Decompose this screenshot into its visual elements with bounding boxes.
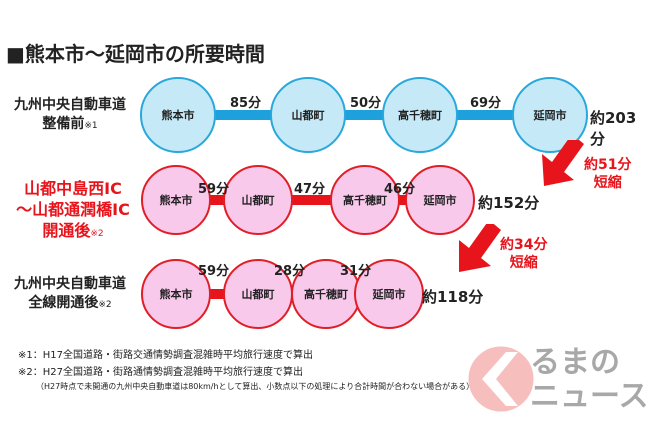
footnote-2: ※2：H27全国道路・街路通情勢調査混雑時平均旅行速度で算出 (18, 367, 303, 378)
label-line: 開通後※2 (42, 221, 104, 240)
total-time: 約118分 (422, 288, 484, 306)
segment-time: 47分 (294, 182, 326, 197)
station-node: 延岡市 (405, 165, 475, 235)
reduction-arrow-icon (459, 224, 501, 272)
label-line: 全線開通後※2 (28, 295, 112, 311)
station-node: 熊本市 (141, 259, 211, 329)
station-node: 山都町 (223, 259, 293, 329)
station-node: 熊本市 (141, 165, 211, 235)
station-node: 延岡市 (354, 259, 424, 329)
page-title: ■熊本市～延岡市の所要時間 (6, 42, 265, 66)
segment-time: 50分 (350, 96, 382, 111)
segment-time: 69分 (470, 96, 502, 111)
segment-time: 85分 (230, 96, 262, 111)
station-node: 山都町 (270, 77, 346, 153)
total-time: 約152分 (478, 194, 540, 212)
reduction-label: 短縮 (593, 175, 622, 191)
station-node: 熊本市 (140, 77, 216, 153)
row3-label: 九州中央自動車道 全線開通後※2 (10, 275, 130, 315)
reduction-arrow-icon (542, 140, 584, 186)
station-node: 山都町 (223, 165, 293, 235)
label-line: 山都中島西IC (24, 179, 122, 198)
reduction-label: 短縮 (509, 255, 538, 271)
label-line: 九州中央自動車道 (14, 276, 126, 292)
total-time: 約203分 (590, 109, 637, 148)
label-line: 整備前※1 (42, 116, 98, 132)
label-line: 九州中央自動車道 (14, 97, 126, 113)
label-line: ～山都通潤橋IC (16, 200, 130, 219)
footnote-1: ※1：H17全国道路・街路交通情勢調査混雑時平均旅行速度で算出 (18, 350, 313, 361)
watermark-text: るまの ニュース (530, 345, 649, 414)
row1-label: 九州中央自動車道 整備前※1 (10, 96, 130, 136)
route-line (176, 195, 440, 205)
segment-time: 31分 (340, 264, 372, 279)
station-node: 延岡市 (512, 77, 588, 153)
station-node: 高千穂町 (382, 77, 458, 153)
reduction-1: 約51分短縮 (584, 156, 631, 192)
segment-time: 59分 (198, 182, 230, 197)
station-node: 高千穂町 (330, 165, 400, 235)
reduction-value: 約51分 (584, 157, 632, 173)
footnote-3: （H27時点で未開通の九州中央自動車道は80km/hとして算出、小数点以下の処理… (36, 382, 475, 391)
station-node: 高千穂町 (291, 259, 361, 329)
segment-time: 59分 (198, 264, 230, 279)
reduction-value: 約34分 (500, 237, 548, 253)
watermark-logo-icon (468, 346, 534, 412)
reduction-2: 約34分短縮 (500, 236, 547, 272)
segment-time: 28分 (274, 264, 306, 279)
segment-time: 46分 (384, 182, 416, 197)
route-line (178, 110, 550, 120)
row2-label: 山都中島西IC ～山都通潤橋IC 開通後※2 (8, 178, 138, 245)
